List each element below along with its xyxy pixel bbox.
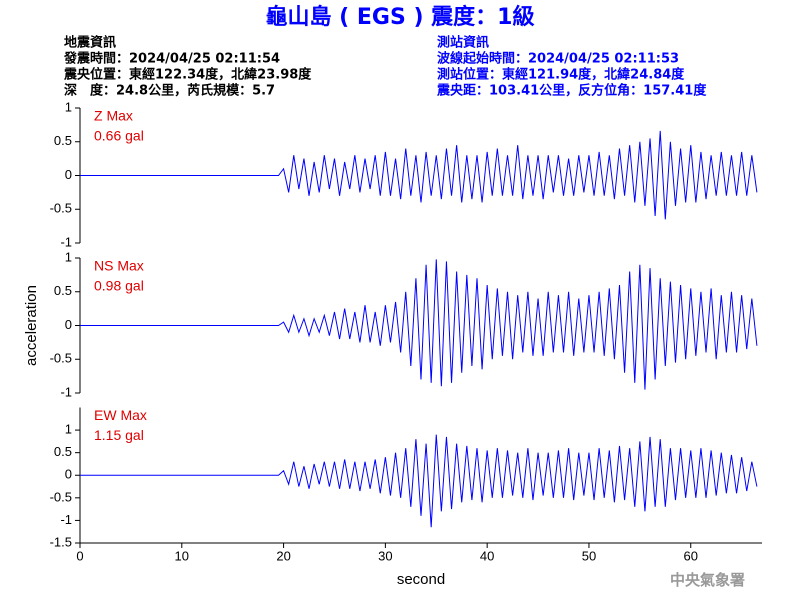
annotation: 0.66 gal — [94, 128, 144, 144]
y-tick-label: 0 — [65, 167, 72, 182]
x-tick-label: 20 — [276, 548, 290, 563]
left-info: 發震時間：2024/04/25 02:11:54 — [63, 51, 280, 67]
y-tick-label: -1.5 — [50, 534, 72, 549]
annotation: NS Max — [94, 258, 144, 274]
y-tick-label: -1 — [60, 512, 72, 527]
annotation: EW Max — [94, 407, 147, 423]
annotation: 1.15 gal — [94, 427, 144, 443]
y-axis-label: acceleration — [23, 285, 40, 366]
y-tick-label: 1 — [65, 249, 72, 264]
footer: 中央氣象署 — [670, 571, 745, 589]
x-tick-label: 30 — [378, 548, 392, 563]
right-info: 測站位置：東經121.94度，北緯24.84度 — [437, 67, 685, 83]
x-tick-label: 60 — [684, 548, 698, 563]
x-axis-label: second — [397, 571, 445, 588]
y-tick-label: 1 — [65, 99, 72, 114]
x-tick-label: 10 — [175, 548, 189, 563]
y-tick-label: 0 — [65, 317, 72, 332]
y-tick-label: -0.5 — [50, 201, 72, 216]
right-info: 震央距：103.41公里，反方位角：157.41度 — [436, 83, 707, 99]
left-info: 深 度：24.8公里，芮氏規模：5.7 — [64, 83, 275, 99]
annotation: Z Max — [94, 108, 133, 124]
y-tick-label: 0.5 — [54, 283, 72, 298]
chart-title: 龜山島 ( EGS ) 震度：1級 — [266, 4, 535, 30]
x-tick-label: 0 — [76, 548, 83, 563]
y-tick-label: 0.5 — [54, 133, 72, 148]
y-tick-label: -0.5 — [50, 489, 72, 504]
x-tick-label: 50 — [582, 548, 596, 563]
waveform — [80, 130, 758, 220]
y-tick-label: -1 — [60, 384, 72, 399]
annotation: 0.98 gal — [94, 278, 144, 294]
y-tick-label: 0 — [65, 467, 72, 482]
y-tick-label: -1 — [60, 234, 72, 249]
waveform — [80, 259, 758, 390]
y-tick-label: 0.5 — [54, 444, 72, 459]
left-info: 震央位置：東經122.34度，北緯23.98度 — [63, 67, 312, 83]
y-tick-label: 1 — [65, 422, 72, 437]
right-info: 測站資訊 — [437, 35, 489, 51]
left-info: 地震資訊 — [64, 35, 116, 51]
right-info: 波線起始時間：2024/04/25 02:11:53 — [437, 51, 679, 67]
x-tick-label: 40 — [480, 548, 494, 563]
waveform — [80, 434, 758, 528]
y-tick-label: -0.5 — [50, 351, 72, 366]
